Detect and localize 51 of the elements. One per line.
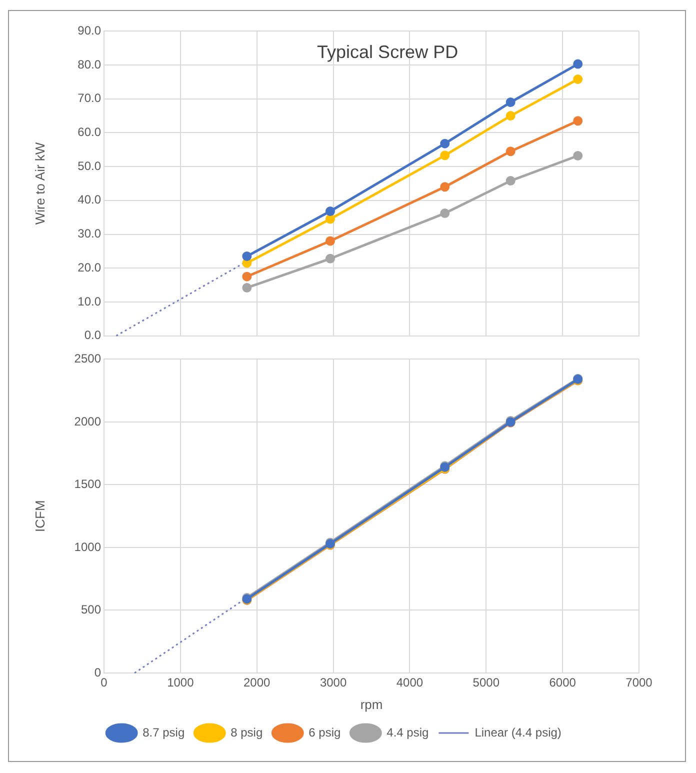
legend-label: Linear (4.4 psig)	[474, 725, 562, 740]
y-tick-label: 0.0	[84, 328, 102, 342]
x-tick-label: 1000	[167, 676, 194, 690]
y-tick-label: 60.0	[78, 125, 102, 140]
y-tick-label: 20.0	[78, 260, 102, 274]
x-tick-label: 5000	[472, 676, 500, 690]
x-tick-label: 4000	[396, 676, 424, 690]
point	[440, 138, 450, 148]
point	[506, 111, 516, 121]
point	[242, 252, 252, 262]
y-tick-label: 40.0	[78, 192, 102, 207]
legend-label: 8 psig	[230, 725, 263, 740]
point	[242, 272, 252, 282]
y-tick-label: 1500	[74, 477, 102, 492]
y-tick-label: 80.0	[78, 57, 102, 72]
y-axis-title: ICFM	[32, 500, 48, 532]
point	[325, 254, 335, 264]
y-tick-label: 10.0	[78, 294, 102, 308]
point	[573, 151, 583, 160]
x-tick-label: 3000	[320, 676, 347, 690]
y-tick-label: 2500	[74, 352, 102, 366]
y-tick-label: 1000	[74, 540, 102, 554]
point	[325, 236, 335, 246]
legend-label: 8.7 psig	[142, 725, 185, 740]
point	[242, 282, 252, 292]
point	[573, 59, 583, 69]
point	[440, 182, 450, 192]
legend-label: 4.4 psig	[386, 725, 429, 740]
point	[506, 146, 516, 156]
point	[325, 214, 335, 224]
x-tick-label: 7000	[626, 676, 653, 690]
point	[440, 150, 450, 160]
x-tick-label: 6000	[549, 676, 576, 690]
y-tick-label: 50.0	[78, 158, 102, 173]
y-tick-label: 2000	[74, 414, 102, 428]
y-tick-label: 70.0	[78, 91, 102, 106]
x-tick-label: 2000	[244, 676, 271, 690]
y-tick-label: 30.0	[78, 226, 102, 241]
y-tick-label: 90.0	[78, 24, 102, 38]
y-axis-title: Wire to Air kW	[32, 142, 48, 225]
legend-label: 6 psig	[308, 725, 341, 740]
point	[573, 116, 583, 126]
point	[506, 176, 516, 186]
point	[506, 98, 516, 108]
y-tick-label: 500	[80, 602, 102, 617]
text: Typical Screw PD	[317, 42, 458, 62]
x-axis-title: rpm	[360, 696, 383, 712]
point	[573, 74, 583, 84]
point	[325, 206, 335, 216]
y-tick-label: 0	[94, 665, 102, 680]
point	[440, 208, 450, 218]
